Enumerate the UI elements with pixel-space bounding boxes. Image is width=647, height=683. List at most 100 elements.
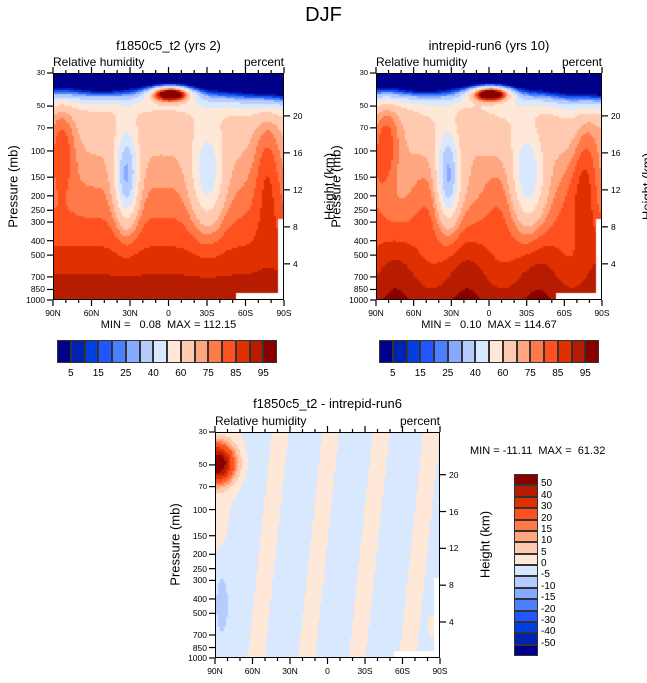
y2-tick-label: 20 (293, 110, 303, 121)
colorbar-box (222, 340, 236, 363)
y-tick-label: 30 (198, 427, 207, 436)
colorbar-box (70, 340, 85, 363)
colorbar-box (585, 340, 599, 363)
y-tick-label: 700 (353, 271, 368, 282)
colorbar-label: -5 (541, 569, 550, 581)
left-string: Relative humidity (215, 414, 307, 428)
y-tick-label: 1000 (349, 295, 368, 305)
colorbar-box (514, 474, 538, 486)
colorbar-box (514, 530, 538, 543)
colorbar-label: 95 (257, 368, 269, 379)
y-tick-label: 200 (353, 190, 368, 201)
colorbar-box (84, 340, 99, 363)
colorbar-box (571, 340, 586, 363)
x-tick-label: 0 (166, 308, 171, 318)
colorbar-box (514, 542, 538, 554)
y-tick-label: 850 (192, 642, 207, 653)
colorbar-box (167, 340, 181, 363)
colorbar-box (194, 340, 209, 363)
y-tick-label: 700 (192, 630, 207, 640)
y-tick-label: 300 (192, 575, 207, 586)
colorbar-label: 20 (541, 512, 553, 524)
x-tick-label: 60N (83, 308, 100, 318)
colorbar-box (514, 610, 538, 622)
colorbar-box (544, 340, 558, 363)
colorbar-box (514, 519, 538, 531)
y2-tick-label: 8 (449, 580, 454, 591)
x-tick-label: 0 (486, 308, 492, 318)
x-tick-label: 30S (357, 666, 373, 676)
colorbar-box (514, 496, 538, 509)
x-tick-label: 30N (122, 308, 138, 318)
y-tick-label: 500 (353, 250, 368, 261)
colorbar-box (434, 340, 448, 363)
colorbar-box (125, 340, 140, 363)
y-tick-label: 50 (359, 101, 368, 111)
colorbar-box (235, 340, 250, 363)
colorbar-box (502, 340, 517, 363)
colorbar-box (379, 340, 393, 363)
colorbar-box (153, 340, 167, 363)
colorbar-label: 75 (524, 368, 536, 379)
y-tick-label: 400 (353, 235, 368, 246)
y-tick-label: 250 (353, 205, 368, 216)
y-tick-label: 1000 (188, 653, 207, 663)
x-tick-label: 30N (443, 308, 460, 318)
colorbar-label: 15 (92, 368, 104, 379)
colorbar-label: 30 (541, 501, 553, 513)
right-string: percent (243, 55, 284, 69)
colorbar-label: 40 (541, 489, 553, 501)
y-tick-label: 50 (198, 459, 207, 469)
panel-title: intrepid-run6 (yrs 10) (428, 38, 550, 53)
y-tick-label: 300 (353, 217, 368, 228)
colorbar-label: -15 (541, 592, 556, 604)
y2-tick-label: 4 (611, 258, 616, 269)
right-string: percent (399, 414, 440, 428)
contour-field (377, 74, 601, 299)
y2-tick-label: 20 (611, 110, 621, 121)
colorbar-label: -20 (541, 603, 556, 615)
colorbar-box (514, 508, 538, 520)
colorbar-box (514, 644, 538, 656)
y-tick-label: 1000 (26, 295, 45, 305)
colorbar-label: -40 (541, 626, 556, 638)
left-string: Relative humidity (376, 55, 468, 69)
y-tick-label: 100 (30, 145, 45, 156)
panel-title: f1850c5_t2 - intrepid-run6 (253, 396, 402, 411)
x-tick-label: 0 (325, 666, 330, 676)
y-tick-label: 100 (192, 504, 207, 515)
colorbar-box (406, 340, 421, 363)
y2-axis-title: Height (km) (477, 510, 493, 579)
colorbar-label: 5 (541, 546, 547, 558)
colorbar-box (420, 340, 434, 363)
colorbar-label: 85 (552, 368, 564, 379)
y2-tick-label: 4 (293, 258, 298, 269)
colorbar-box (57, 340, 71, 363)
colorbar-box (461, 340, 476, 363)
colorbar-box (557, 340, 572, 363)
colorbar-label: 85 (230, 368, 242, 379)
y-tick-label: 100 (353, 145, 368, 156)
y-tick-label: 30 (36, 68, 45, 77)
colorbar-box (514, 485, 538, 497)
colorbar-box (489, 340, 503, 363)
y-tick-label: 300 (30, 217, 45, 228)
colorbar-label: 95 (579, 368, 591, 379)
contour-field (54, 74, 283, 299)
main-title: DJF (305, 4, 342, 26)
colorbar-label: 15 (541, 523, 553, 535)
y2-tick-label: 20 (449, 469, 459, 480)
colorbar-label: 5 (389, 368, 396, 379)
y-tick-label: 150 (30, 172, 45, 183)
colorbar-label: -50 (541, 637, 556, 649)
y2-tick-label: 12 (449, 543, 459, 554)
colorbar-label: 10 (541, 535, 553, 547)
x-tick-label: 60S (237, 308, 254, 318)
x-tick-label: 60N (405, 308, 422, 318)
colorbar-box (392, 340, 407, 363)
colorbar-box (208, 340, 222, 363)
min-max-text: MIN = 0.08 MAX = 112.15 (100, 319, 237, 331)
colorbar-label: -30 (541, 614, 556, 626)
